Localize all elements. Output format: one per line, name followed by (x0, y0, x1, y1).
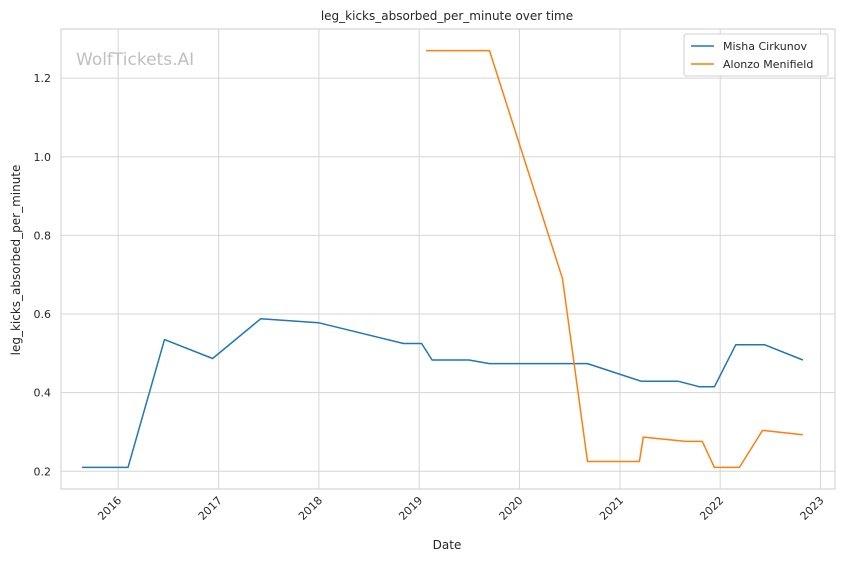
x-tick-2023: 2023 (798, 494, 827, 523)
legend: Misha Cirkunov Alonzo Menifield (683, 33, 829, 77)
series-line-misha-cirkunov (82, 318, 804, 469)
series-lines (82, 49, 804, 469)
x-tick-2016: 2016 (95, 494, 124, 523)
y-tick-0.4: 0.4 (34, 387, 52, 400)
grid-lines (61, 29, 835, 489)
legend-label-misha-cirkunov: Misha Cirkunov (723, 40, 807, 53)
x-tick-2022: 2022 (697, 494, 726, 523)
x-tick-labels: 2016 2017 2018 2019 2020 2021 2022 2023 (95, 494, 826, 523)
y-tick-1.0: 1.0 (34, 151, 52, 164)
legend-label-alonzo-menifield: Alonzo Menifield (723, 58, 813, 71)
legend-box (683, 33, 829, 77)
y-tick-labels: 0.2 0.4 0.6 0.8 1.0 1.2 (34, 72, 52, 478)
x-tick-2021: 2021 (597, 494, 626, 523)
x-tick-2019: 2019 (396, 494, 425, 523)
y-tick-0.8: 0.8 (34, 229, 52, 242)
y-tick-0.6: 0.6 (34, 308, 52, 321)
series-line-alonzo-menifield (426, 49, 803, 469)
plot-area (60, 28, 836, 490)
y-axis-label: leg_kicks_absorbed_per_minute (9, 165, 23, 356)
x-tick-2017: 2017 (196, 494, 225, 523)
y-tick-0.2: 0.2 (34, 465, 52, 478)
chart-title: leg_kicks_absorbed_per_minute over time (321, 9, 573, 23)
x-tick-2018: 2018 (296, 494, 325, 523)
y-tick-1.2: 1.2 (34, 72, 52, 85)
x-axis-label: Date (433, 538, 462, 552)
watermark: WolfTickets.AI (76, 50, 194, 70)
x-tick-2020: 2020 (497, 494, 526, 523)
